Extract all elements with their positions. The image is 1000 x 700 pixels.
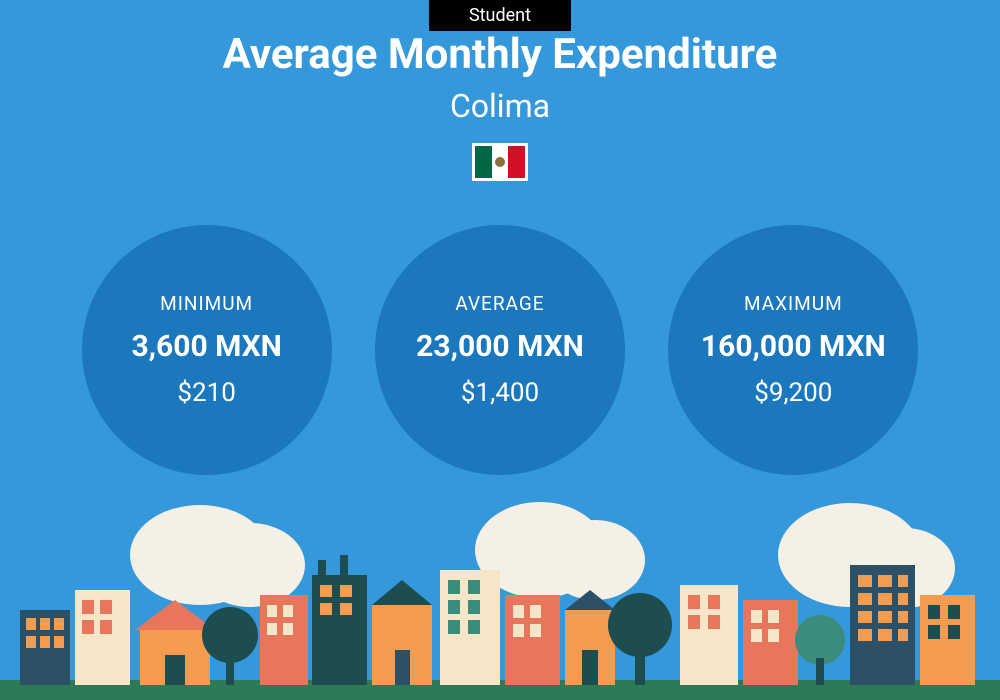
stats-row: MINIMUM 3,600 MXN $210 AVERAGE 23,000 MX… (0, 185, 1000, 475)
page-title: Average Monthly Expenditure (0, 30, 1000, 79)
flag-stripe-red (508, 146, 525, 178)
stat-label: MINIMUM (160, 292, 253, 315)
stat-minimum: MINIMUM 3,600 MXN $210 (82, 225, 332, 475)
location-name: Colima (0, 87, 1000, 125)
stat-average: AVERAGE 23,000 MXN $1,400 (375, 225, 625, 475)
stat-value-mxn: 160,000 MXN (701, 329, 886, 364)
stat-value-mxn: 3,600 MXN (131, 329, 281, 364)
stat-maximum: MAXIMUM 160,000 MXN $9,200 (668, 225, 918, 475)
flag-stripe-green (475, 146, 492, 178)
mexico-flag-icon (472, 143, 528, 181)
stat-label: MAXIMUM (744, 292, 843, 315)
stat-value-usd: $1,400 (461, 378, 539, 408)
stat-label: AVERAGE (455, 292, 544, 315)
cityscape-illustration (0, 500, 1000, 700)
badge-text: Student (469, 5, 531, 26)
stat-value-usd: $9,200 (754, 378, 832, 408)
stat-value-usd: $210 (177, 378, 235, 408)
stat-value-mxn: 23,000 MXN (416, 329, 584, 364)
category-badge: Student (429, 0, 571, 31)
